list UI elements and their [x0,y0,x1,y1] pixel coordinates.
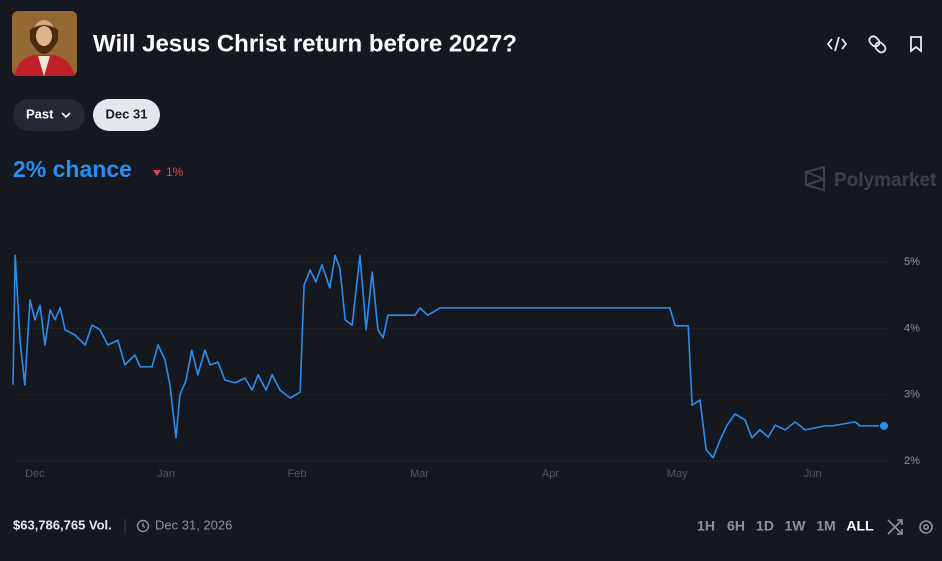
clock-icon [136,519,150,533]
x-tick-label: Dec [25,468,45,480]
chance: 2% chance [13,156,132,182]
x-tick-label: Jun [804,468,822,480]
chart: 2% 3% 4% 5% Dec Jan Feb Mar Apr May Jun [12,254,920,480]
range-button[interactable]: 1D [756,518,774,534]
date-button[interactable]: Dec 31 [93,99,160,131]
market-image [12,11,77,76]
embed-icon[interactable] [826,36,848,52]
date-label: Dec 31 [106,106,148,121]
period-button[interactable]: Past [13,99,85,131]
x-tick-label: May [667,468,688,480]
x-tick-label: Jan [157,468,175,480]
settings-icon[interactable] [919,520,933,534]
watermark-logo [805,165,827,192]
line [12,254,884,459]
period-label: Past [26,106,54,121]
range-button[interactable]: 1W [785,518,807,534]
range-button[interactable]: 6H [727,518,745,534]
title: Will Jesus Christ return before 2027? [93,30,517,57]
shuffle-icon[interactable] [887,519,903,535]
link-icon[interactable] [868,35,887,54]
x-tick-label: Apr [542,468,559,480]
y-tick-label: 4% [904,322,920,334]
change: 1% [166,165,184,179]
y-tick-label: 5% [904,256,920,268]
volume: $63,786,765 Vol. [13,517,112,532]
end-date: Dec 31, 2026 [155,517,232,532]
range-button[interactable]: 1M [816,518,835,534]
last-point [879,420,889,431]
bookmark-icon[interactable] [910,36,922,53]
watermark: Polymarket [834,170,937,191]
range-button[interactable]: ALL [846,518,874,534]
down-arrow [153,170,161,176]
y-tick-label: 3% [904,389,920,401]
range-button[interactable]: 1H [697,518,715,534]
x-tick-label: Mar [410,468,429,480]
y-tick-label: 2% [904,455,920,467]
x-tick-label: Feb [288,468,307,480]
